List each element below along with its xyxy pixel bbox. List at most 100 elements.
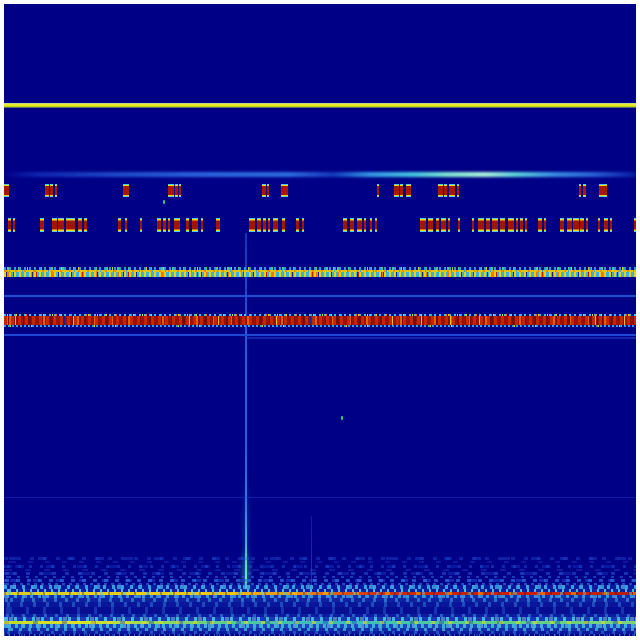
burst-block — [472, 218, 474, 232]
noise-row-17 — [4, 624, 636, 628]
noise-row-14 — [4, 607, 636, 614]
noise-row-07 — [4, 579, 636, 582]
burst-block — [567, 218, 572, 232]
burst-block — [580, 218, 584, 232]
burst-block — [604, 218, 608, 232]
burst-block — [249, 218, 255, 232]
burst-block — [560, 218, 564, 232]
burst-block — [50, 184, 53, 197]
burst-block — [216, 218, 220, 232]
noise-row-01 — [4, 557, 636, 560]
noise-row-19 — [4, 631, 636, 634]
green-speck-mid — [341, 416, 343, 420]
noise-row-08 — [4, 583, 636, 585]
burst-block — [263, 218, 266, 232]
burst-block — [573, 218, 579, 232]
burst-block — [508, 218, 514, 232]
burst-block — [400, 184, 403, 197]
noise-row-09 — [4, 585, 636, 589]
burst-block — [125, 218, 127, 232]
spectrogram-canvas — [4, 4, 636, 636]
transient-glow-soft — [242, 470, 250, 560]
noise-row-05 — [4, 572, 636, 575]
burst-block — [500, 218, 505, 232]
burst-block — [420, 218, 426, 232]
burst-block — [123, 184, 129, 197]
pilot-band-yellow — [4, 270, 636, 272]
noise-row-02 — [4, 561, 636, 563]
pilot-band-barcode — [4, 272, 636, 277]
burst-block — [179, 184, 181, 197]
transient-glow-bright — [240, 545, 252, 591]
doppler-streak-cyan — [4, 172, 636, 177]
burst-block — [544, 218, 546, 232]
faint-line-b — [4, 334, 636, 336]
burst-block — [406, 184, 411, 197]
hot-line-overlay — [4, 592, 636, 595]
burst-block — [364, 218, 366, 232]
burst-block — [444, 184, 447, 197]
burst-block — [192, 218, 198, 232]
burst-block — [448, 218, 450, 232]
burst-block — [157, 218, 161, 232]
burst-block — [282, 218, 285, 232]
burst-block — [4, 184, 9, 197]
burst-block — [268, 218, 270, 232]
burst-block — [598, 218, 600, 232]
burst-block — [478, 218, 484, 232]
noise-row-16 — [4, 617, 636, 621]
burst-block — [296, 218, 299, 232]
noise-row-18 — [4, 628, 636, 631]
burst-block — [118, 218, 121, 232]
data-band-bottom-edge — [4, 325, 636, 327]
burst-block — [516, 218, 518, 232]
burst-block — [273, 218, 278, 232]
faint-line-c — [4, 497, 636, 498]
transient-main-vertical — [245, 233, 247, 589]
burst-block — [579, 184, 581, 197]
burst-block — [175, 184, 178, 197]
burst-block — [599, 184, 607, 197]
noise-row-13 — [4, 602, 636, 607]
burst-block — [343, 218, 347, 232]
burst-block — [168, 184, 174, 197]
burst-block — [78, 218, 82, 232]
hot-line-green-overlay — [4, 621, 636, 624]
burst-block — [441, 218, 446, 232]
faint-line-a — [4, 295, 636, 297]
burst-block — [257, 218, 261, 232]
noise-row-15 — [4, 614, 636, 617]
noise-row-10 — [4, 589, 636, 592]
burst-block — [350, 218, 354, 232]
burst-block — [525, 218, 527, 232]
noise-row-11 — [4, 595, 636, 598]
burst-block — [281, 184, 288, 197]
hot-line-yellow-to-red — [4, 592, 636, 595]
narrowband-carrier-yellow — [4, 103, 636, 108]
burst-block — [538, 218, 542, 232]
burst-block — [262, 184, 266, 197]
green-speck-upper — [163, 200, 165, 204]
burst-block — [52, 218, 57, 232]
noise-row-04 — [4, 569, 636, 571]
burst-block — [45, 184, 49, 197]
burst-block — [55, 184, 57, 197]
burst-block — [370, 218, 372, 232]
burst-block — [84, 218, 87, 232]
burst-block — [163, 218, 166, 232]
transient-secondary-vertical — [311, 516, 312, 598]
noise-row-20 — [4, 634, 636, 636]
burst-block — [66, 218, 75, 232]
burst-block — [610, 218, 612, 232]
burst-row-2 — [4, 218, 636, 232]
burst-block — [586, 218, 588, 232]
burst-block — [174, 218, 180, 232]
burst-block — [486, 218, 490, 232]
burst-block — [428, 218, 433, 232]
faint-line-b-right — [245, 337, 636, 339]
burst-block — [458, 218, 460, 232]
burst-block — [583, 184, 586, 197]
burst-block — [302, 218, 304, 232]
